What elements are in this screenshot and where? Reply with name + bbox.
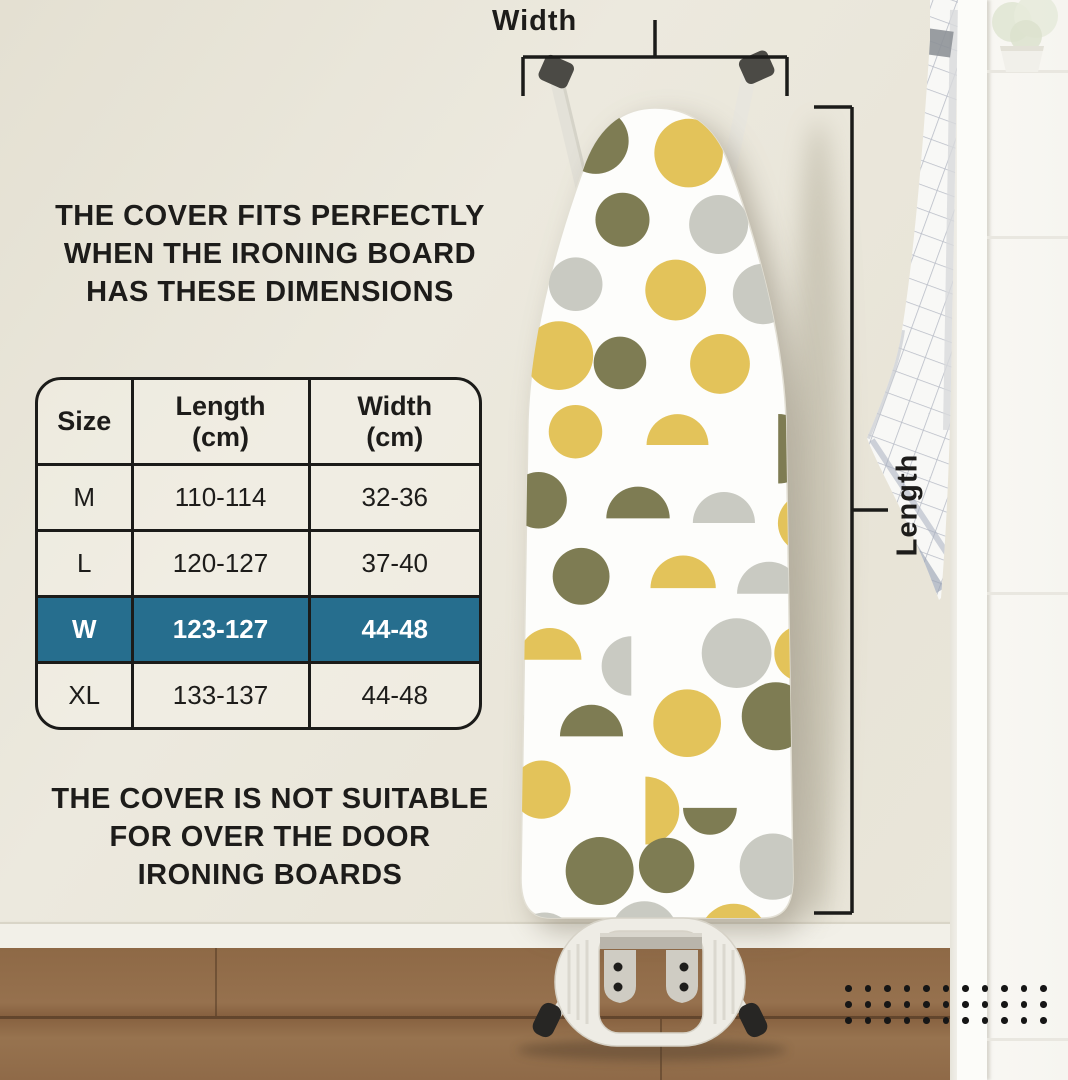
wood-floor (0, 948, 1068, 1080)
decor-dot (1040, 985, 1047, 992)
decor-dot (981, 1017, 988, 1024)
floor-plank-seam (215, 948, 217, 1016)
decor-dot (845, 985, 852, 992)
decor-dot (942, 1001, 949, 1008)
cell-length: 123-127 (132, 596, 311, 664)
board-base (517, 917, 787, 1061)
cell-width: 32-36 (309, 464, 479, 532)
column-header-length: Length (cm) (132, 380, 311, 466)
bracket-screw-holes (613, 962, 689, 992)
footnote-line: THE COVER IS NOT SUITABLE (51, 783, 489, 815)
decor-dot (962, 1001, 969, 1008)
fit-headline: THE COVER FITS PERFECTLY WHEN THE IRONIN… (40, 197, 500, 311)
decor-dot (923, 985, 930, 992)
plant-pot (1000, 46, 1044, 72)
shelf-edge (987, 236, 1068, 239)
base-grooves (567, 940, 735, 1024)
shelf-side-panel (957, 0, 987, 1080)
decor-dot (981, 1001, 988, 1008)
decor-dot (864, 1017, 871, 1024)
decor-dot (903, 985, 910, 992)
cell-length: 133-137 (132, 662, 311, 727)
cell-size: M (38, 464, 134, 532)
floor-plank-line (0, 1016, 1068, 1019)
size-row-w: W 123-127 44-48 (38, 596, 479, 664)
decor-dot (962, 985, 969, 992)
cell-width: 44-48 (361, 680, 429, 710)
shelf-edge (987, 592, 1068, 595)
decor-dot (1001, 1017, 1008, 1024)
headline-line: HAS THESE DIMENSIONS (86, 276, 454, 308)
base-bracket (604, 950, 636, 1003)
decor-dot (942, 985, 949, 992)
decor-dot (942, 1017, 949, 1024)
cell-width: 44-48 (309, 596, 479, 664)
decor-dot (1020, 1001, 1027, 1008)
board-wall-shadow (792, 120, 844, 920)
decor-dot (845, 1001, 852, 1008)
board-foot (738, 1002, 768, 1038)
towel-tag (926, 28, 954, 58)
cell-size: W (38, 596, 134, 664)
length-dimension-bracket (814, 105, 888, 915)
board-foot (532, 1002, 562, 1038)
cell-width: 37-40 (309, 530, 479, 598)
footnote-line: IRONING BOARDS (137, 859, 403, 891)
base-bracket (666, 950, 698, 1003)
cell-size: L (38, 530, 134, 598)
cell-length: 110-114 (132, 464, 311, 532)
headline-line: THE COVER FITS PERFECTLY (55, 200, 485, 232)
column-header-size: Size (38, 380, 134, 466)
decor-dot (903, 1001, 910, 1008)
length-label: Length (891, 453, 924, 557)
decor-dot (864, 985, 871, 992)
width-label: Width (492, 5, 578, 37)
dot-grid-decoration (845, 985, 1060, 1033)
ironing-board-cover (520, 107, 794, 919)
size-table: Size Length (cm) Width (cm) M 110-114 32-36 L 12… (38, 380, 479, 727)
decor-dot (1040, 1017, 1047, 1024)
decor-dot (884, 1001, 891, 1008)
decor-dot (1020, 1017, 1027, 1024)
decor-dot (1040, 1001, 1047, 1008)
plant (992, 0, 1058, 72)
decor-dot (1001, 1001, 1008, 1008)
size-chart: Size Length (cm) Width (cm) M 110-114 32-36 L 12… (35, 377, 482, 730)
decor-dot (923, 1001, 930, 1008)
leg-tip-cap (538, 54, 574, 89)
decor-dot (962, 1017, 969, 1024)
suitability-note: THE COVER IS NOT SUITABLE FOR OVER THE D… (40, 780, 500, 894)
decor-dot (903, 1017, 910, 1024)
decor-dot (981, 985, 988, 992)
headline-line: WHEN THE IRONING BOARD (63, 238, 477, 270)
size-row-xl: XL 133-137 44-48 (38, 662, 479, 727)
shelf-edge (987, 1038, 1068, 1041)
size-table-header-row: Size Length (cm) Width (cm) (38, 380, 479, 466)
decor-dot (1001, 985, 1008, 992)
cell-size: XL (38, 662, 134, 727)
width-dimension-bracket (521, 20, 789, 96)
decor-dot (845, 1017, 852, 1024)
column-header-width: Width (cm) (309, 380, 479, 466)
decor-dot (1020, 985, 1027, 992)
shelf-unit (950, 0, 1068, 1080)
leg-tip-cap (738, 50, 775, 84)
decor-dot (884, 985, 891, 992)
decor-dot (923, 1017, 930, 1024)
baseboard (0, 922, 1068, 950)
size-row-m: M 110-114 32-36 (38, 464, 479, 532)
footnote-line: FOR OVER THE DOOR (109, 821, 431, 853)
decor-dot (884, 1017, 891, 1024)
decor-dot (864, 1001, 871, 1008)
size-row-l: L 120-127 37-40 (38, 530, 479, 598)
size-table-body: M 110-114 32-36 L 120-127 37-40 W 123-127 44-48 X… (38, 464, 479, 727)
cell-length: 120-127 (132, 530, 311, 598)
